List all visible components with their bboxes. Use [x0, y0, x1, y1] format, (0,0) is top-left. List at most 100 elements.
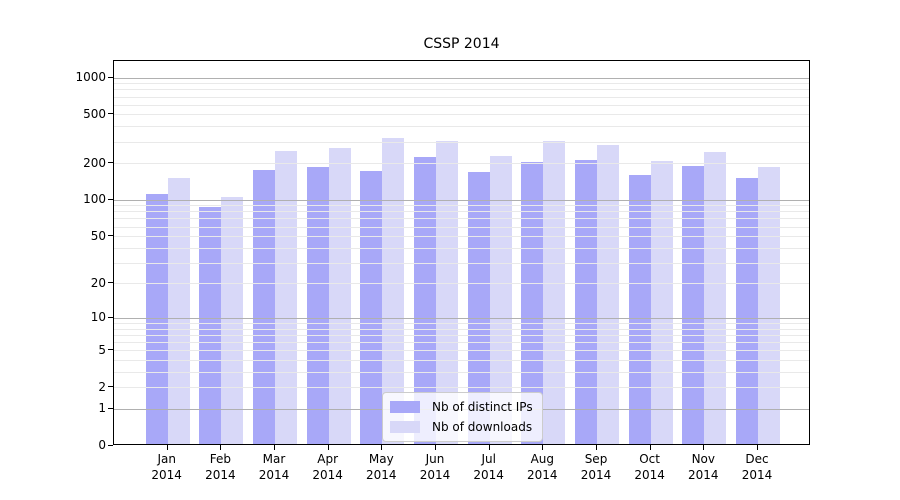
chart-title: CSSP 2014: [423, 36, 500, 52]
x-tick-label: Jun 2014: [419, 452, 451, 482]
gridline-minor: [114, 371, 809, 373]
y-tick-mark: [108, 198, 113, 200]
gridline-minor: [114, 205, 809, 207]
gridline-minor: [114, 262, 809, 264]
y-tick-mark: [108, 162, 113, 163]
bar-distinct-ips-nov: [682, 166, 705, 444]
y-tick-label: 20: [90, 275, 106, 290]
bar-distinct-ips-jan: [145, 194, 168, 444]
bar-distinct-ips-dec: [736, 177, 758, 444]
x-tick-mark: [381, 445, 383, 450]
x-tick-mark: [542, 445, 544, 450]
x-tick-label: Aug 2014: [527, 452, 558, 482]
x-tick-label: Jan 2014: [151, 452, 182, 482]
legend-swatch-downloads: [390, 421, 420, 433]
x-tick-mark: [649, 445, 651, 450]
gridline-minor: [114, 283, 809, 285]
x-tick-mark: [274, 445, 275, 450]
bar-distinct-ips-jul: [467, 171, 490, 444]
y-tick-label: 5: [98, 342, 106, 357]
bar-downloads-apr: [328, 148, 351, 444]
gridline-minor: [114, 163, 809, 164]
gridline-minor: [114, 387, 809, 388]
gridline-minor: [114, 236, 809, 238]
y-tick-mark: [108, 316, 113, 318]
gridline-minor: [114, 226, 809, 228]
y-tick-label: 100: [83, 192, 106, 207]
y-tick-label: 50: [90, 228, 106, 243]
bar-distinct-ips-aug: [521, 162, 544, 444]
gridline-minor: [114, 359, 809, 361]
bar-distinct-ips-sep: [575, 160, 597, 444]
gridline-minor: [114, 104, 809, 106]
x-tick-mark: [435, 445, 436, 450]
y-tick-mark: [108, 407, 113, 409]
gridline-minor: [114, 83, 809, 85]
legend-label-downloads: Nb of downloads: [432, 420, 533, 434]
y-tick-label: 10: [90, 310, 106, 325]
y-tick-label: 1000: [75, 70, 106, 84]
bar-distinct-ips-may: [360, 170, 383, 444]
bar-downloads-feb: [221, 196, 244, 444]
gridline-major: [114, 317, 809, 319]
gridline-minor: [114, 328, 809, 330]
y-tick-mark: [108, 386, 113, 387]
y-tick-label: 0: [98, 438, 106, 452]
x-tick-label: Feb 2014: [205, 452, 236, 482]
gridline-minor: [114, 350, 809, 352]
y-tick-mark: [108, 282, 113, 284]
gridline-minor: [114, 141, 809, 143]
x-tick-label: Apr 2014: [312, 452, 343, 482]
bar-downloads-jun: [436, 141, 458, 444]
y-tick-mark: [108, 444, 113, 446]
gridline-minor: [114, 247, 809, 249]
gridline-minor: [114, 334, 809, 336]
y-tick-mark: [108, 349, 113, 351]
x-tick-mark: [488, 445, 490, 450]
gridline-minor: [114, 211, 809, 213]
bar-downloads-oct: [650, 160, 673, 444]
bar-downloads-mar: [275, 150, 297, 444]
x-tick-mark: [220, 445, 222, 450]
gridline-major: [114, 199, 809, 201]
bar-downloads-nov: [704, 151, 727, 444]
bar-downloads-aug: [543, 140, 566, 444]
gridline-major: [114, 77, 809, 79]
y-tick-mark: [108, 76, 113, 78]
legend-item: Nb of distinct IPs: [390, 398, 533, 416]
gridline-minor: [114, 322, 809, 324]
legend: Nb of distinct IPs Nb of downloads: [382, 392, 543, 442]
x-tick-mark: [166, 445, 168, 450]
y-tick-label: 1: [98, 401, 106, 416]
y-tick-label: 200: [83, 155, 106, 170]
gridline-minor: [114, 218, 809, 220]
y-tick-label: 2: [98, 379, 106, 394]
x-tick-label: Oct 2014: [634, 452, 665, 482]
gridline-minor: [114, 89, 809, 91]
y-tick-mark: [108, 235, 113, 237]
plot-area: Nb of distinct IPs Nb of downloads: [113, 60, 810, 445]
x-tick-label: May 2014: [366, 452, 397, 482]
bar-distinct-ips-oct: [628, 175, 651, 444]
x-tick-label: Dec 2014: [741, 452, 773, 482]
legend-label-distinct-ips: Nb of distinct IPs: [432, 400, 533, 414]
x-tick-label: Mar 2014: [258, 452, 290, 482]
x-tick-mark: [596, 445, 597, 450]
bar-downloads-sep: [597, 145, 619, 444]
gridline-minor: [114, 126, 809, 128]
x-tick-mark: [703, 445, 705, 450]
legend-swatch-distinct-ips: [390, 401, 420, 413]
x-tick-mark: [757, 445, 758, 450]
gridline-minor: [114, 114, 809, 116]
legend-item: Nb of downloads: [390, 418, 533, 436]
bar-distinct-ips-mar: [253, 169, 275, 444]
bar-downloads-jan: [167, 177, 190, 444]
gridline-minor: [114, 96, 809, 98]
x-tick-label: Nov 2014: [688, 452, 719, 482]
y-tick-mark: [108, 113, 113, 115]
bar-distinct-ips-feb: [199, 207, 222, 444]
grid-layer: [114, 61, 809, 444]
gridline-minor: [114, 341, 809, 343]
y-tick-label: 500: [83, 106, 106, 121]
